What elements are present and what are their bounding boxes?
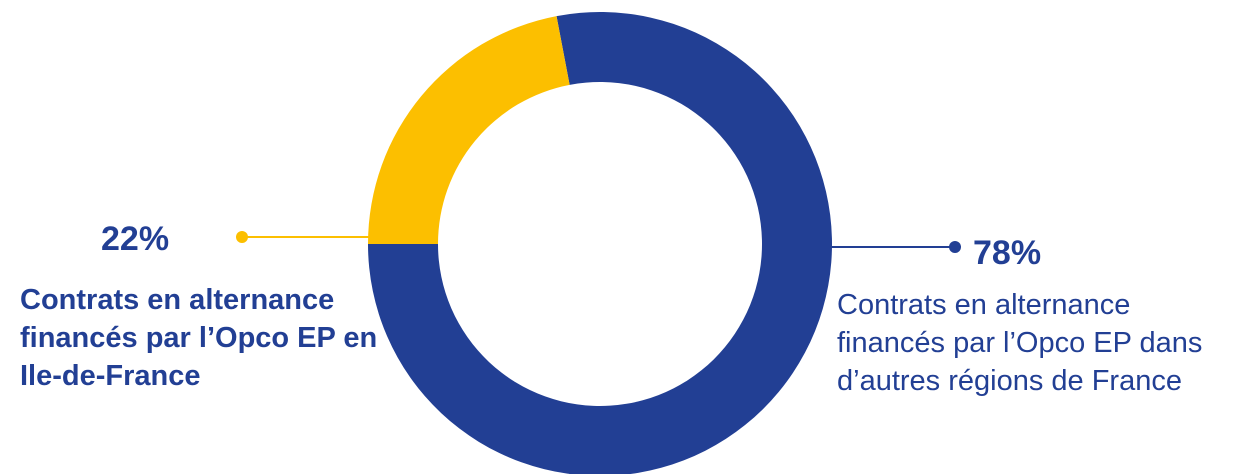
category-label-autres-regions: Contrats en alternance financés par l’Op… <box>837 289 1203 397</box>
data-label-autres-regions: 78% <box>973 234 1042 272</box>
leader-lines <box>236 231 961 253</box>
leader-dot-ile-de-france <box>236 231 248 243</box>
leader-dot-autres-regions <box>949 241 961 253</box>
category-label-ile-de-france: Contrats en alternance financés par l’Op… <box>20 284 378 392</box>
slice-autres-regions <box>368 12 832 474</box>
data-label-ile-de-france: 22% <box>101 220 170 258</box>
slice-ile-de-france <box>368 16 570 244</box>
donut-slices <box>368 12 832 474</box>
